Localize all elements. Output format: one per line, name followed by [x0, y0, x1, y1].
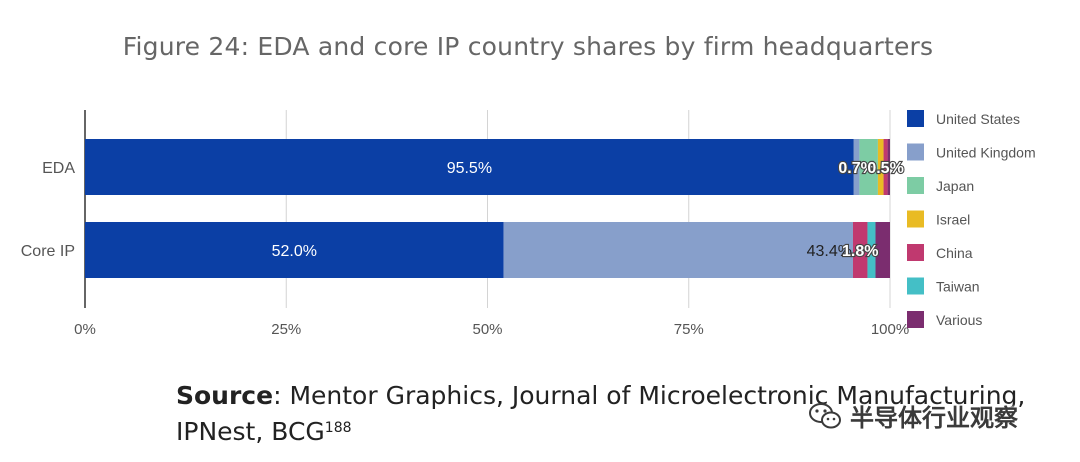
y-category-label: EDA — [42, 160, 75, 177]
legend-swatch — [907, 244, 924, 261]
chart-title: Figure 24: EDA and core IP country share… — [122, 32, 934, 61]
y-category-label: Core IP — [21, 243, 75, 260]
legend-swatch — [907, 143, 924, 161]
source-text: : Mentor Graphics, Journal of Microelect… — [176, 381, 1026, 446]
bar-segment — [85, 139, 854, 195]
bar-segment — [503, 222, 853, 278]
bar-segment — [85, 222, 504, 278]
legend-label: Various — [936, 312, 982, 328]
bar-segment — [877, 139, 884, 195]
legend-label: Japan — [936, 178, 974, 194]
x-tick-label: 25% — [271, 321, 301, 338]
legend-swatch — [907, 110, 924, 127]
legend-label: China — [936, 245, 973, 261]
x-tick-label: 100% — [871, 321, 909, 338]
bar-segment — [853, 139, 860, 195]
bar-segment — [852, 222, 868, 278]
legend-label: United States — [936, 111, 1020, 127]
x-tick-label: 0% — [74, 321, 96, 338]
data-label: 1.8% — [842, 243, 878, 260]
source-note: Source: Mentor Graphics, Journal of Micr… — [176, 378, 1036, 450]
watermark-text: 半导体行业观察 — [850, 404, 1018, 432]
source-label: Source — [176, 381, 274, 410]
legend-swatch — [907, 311, 924, 328]
legend-label: Taiwan — [936, 279, 980, 295]
bar-segment — [875, 222, 890, 278]
watermark: 半导体行业观察 — [808, 398, 1018, 433]
legend-label: Israel — [936, 212, 970, 228]
bar-segment — [883, 139, 888, 195]
data-label: 0.7% — [838, 160, 874, 177]
bar-segment — [867, 222, 876, 278]
legend-swatch — [907, 177, 924, 194]
legend-label: United Kingdom — [936, 145, 1036, 161]
data-label: 43.4% — [807, 243, 852, 260]
x-tick-label: 50% — [472, 321, 502, 338]
bar-segment — [887, 139, 890, 195]
wechat-icon — [809, 402, 841, 428]
data-label: 52.0% — [272, 243, 317, 260]
bar-segment — [859, 139, 878, 195]
source-footnote: 188 — [324, 420, 352, 436]
data-label: 95.5% — [447, 160, 492, 177]
data-label: 0.5% — [867, 160, 903, 177]
legend-swatch — [907, 277, 924, 295]
legend-swatch — [907, 210, 924, 228]
x-tick-label: 75% — [674, 321, 704, 338]
